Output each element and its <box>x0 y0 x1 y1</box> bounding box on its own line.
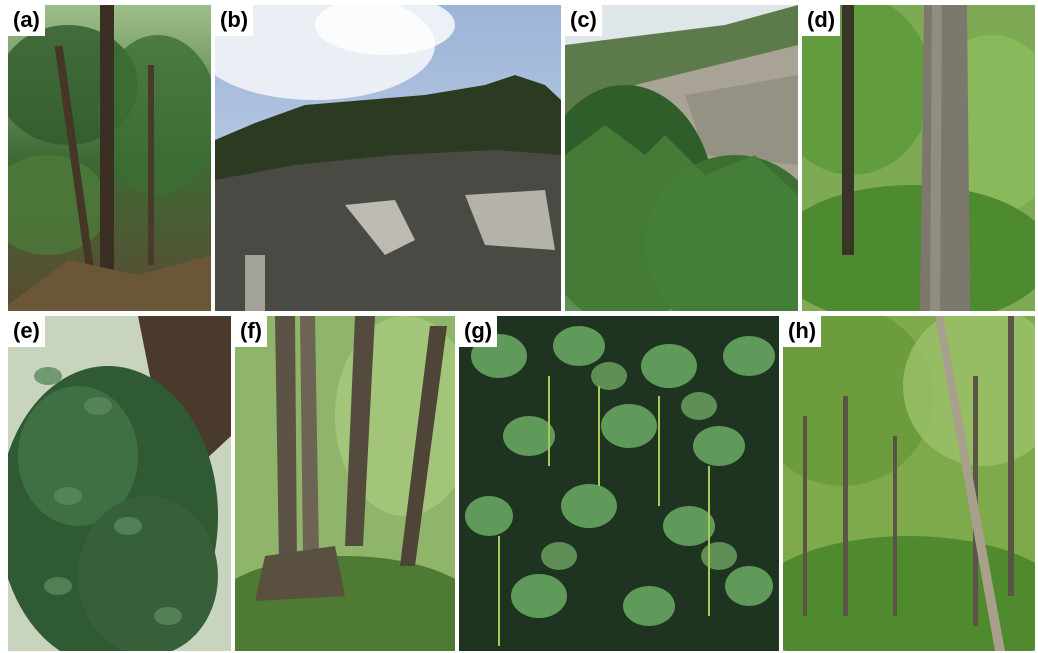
panel-c-label: (c) <box>565 5 602 36</box>
panel-h-label: (h) <box>783 316 822 347</box>
panel-g-label: (g) <box>459 316 498 347</box>
panel-f-photo <box>235 316 455 651</box>
panel-c: (c) <box>565 5 798 311</box>
panel-d: (d) <box>802 5 1035 311</box>
panel-b: (b) <box>215 5 561 311</box>
panel-d-label: (d) <box>802 5 841 36</box>
panel-h-photo <box>783 316 1035 651</box>
panel-e-photo <box>8 316 231 651</box>
panel-e-label: (e) <box>8 316 45 347</box>
panel-a: (a) <box>8 5 211 311</box>
panel-b-photo <box>215 5 561 311</box>
panel-f: (f) <box>235 316 455 651</box>
panel-a-label: (a) <box>8 5 45 36</box>
panel-c-photo <box>565 5 798 311</box>
panel-g-photo <box>459 316 779 651</box>
panel-b-label: (b) <box>215 5 254 36</box>
panel-g: (g) <box>459 316 779 651</box>
panel-e: (e) <box>8 316 231 651</box>
panel-h: (h) <box>783 316 1035 651</box>
panel-a-photo <box>8 5 211 311</box>
panel-f-label: (f) <box>235 316 267 347</box>
panel-d-photo <box>802 5 1035 311</box>
